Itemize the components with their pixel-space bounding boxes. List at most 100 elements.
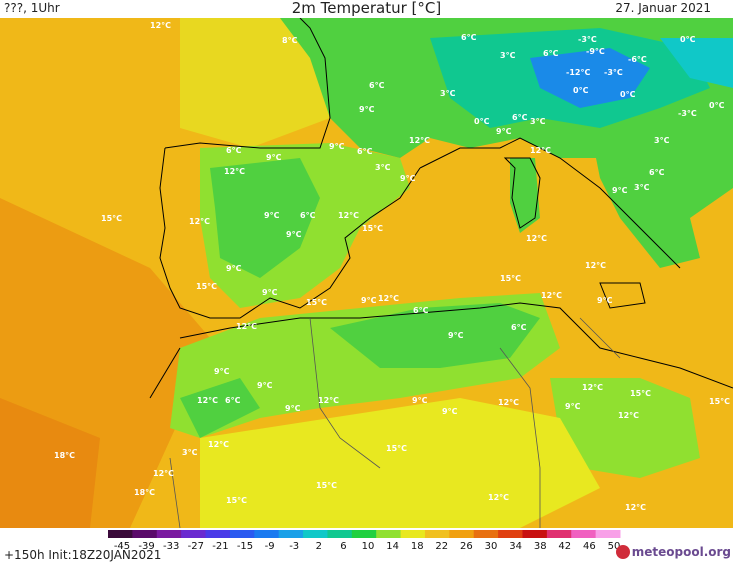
temperature-label: 6°C (512, 113, 528, 122)
temperature-label: 3°C (500, 51, 516, 60)
temperature-label: 9°C (262, 288, 278, 297)
temperature-map[interactable]: 12°C 8°C 6°C 3°C 6°C -3°C 0°C -9°C -6°C -12°C -3°C… (0, 18, 733, 528)
italy-field (590, 128, 700, 268)
temperature-label: 3°C (375, 163, 391, 172)
temperature-label: -3°C (578, 35, 597, 44)
temperature-label: 15°C (500, 274, 521, 283)
colorbar-swatch (327, 530, 353, 538)
temperature-label: 9°C (442, 407, 458, 416)
brand-text: meteopool.org (631, 545, 731, 559)
colorbar-tick-label: 46 (583, 541, 596, 552)
temperature-label: 9°C (361, 296, 377, 305)
colorbar-swatch (351, 530, 377, 538)
temperature-label: 6°C (369, 81, 385, 90)
temperature-label: 12°C (224, 167, 245, 176)
temperature-label: 3°C (634, 183, 650, 192)
colorbar-swatch (132, 530, 158, 538)
temperature-label: 8°C (282, 36, 298, 45)
temperature-label: 3°C (654, 136, 670, 145)
atlas-cool-field (330, 303, 540, 368)
temperature-label: 12°C (530, 146, 551, 155)
colorbar-swatch (595, 530, 621, 538)
temperature-label: 9°C (214, 367, 230, 376)
colorbar-tick-label: -27 (188, 541, 204, 552)
temperature-label: 3°C (440, 89, 456, 98)
colorbar-tick-label: 2 (316, 541, 322, 552)
colorbar-swatch (400, 530, 426, 538)
temperature-label: 0°C (680, 35, 696, 44)
temperature-label: 9°C (329, 142, 345, 151)
temperature-label: 18°C (134, 488, 155, 497)
temperature-label: 15°C (630, 389, 651, 398)
sardinia-field (510, 158, 540, 233)
temperature-label: 12°C (526, 234, 547, 243)
temperature-label: 12°C (189, 217, 210, 226)
temperature-label: 0°C (474, 117, 490, 126)
colorbar-tick-label: -39 (138, 541, 154, 552)
colorbar-swatch (546, 530, 572, 538)
temperature-label: 0°C (620, 90, 636, 99)
temperature-label: 15°C (362, 224, 383, 233)
temperature-label: 9°C (266, 153, 282, 162)
colorbar-tick-label: -45 (114, 541, 130, 552)
colorbar-swatch (156, 530, 182, 538)
colorbar-tick-label: 50 (608, 541, 621, 552)
temperature-label: 9°C (286, 230, 302, 239)
colorbar-tick-label: -33 (163, 541, 179, 552)
map-canvas: 12°C8°C 6°C3°C 6°C-3°C 0°C-9°C-6°C-12°C -3°C… (0, 18, 733, 528)
temperature-label: 12°C (409, 136, 430, 145)
colorbar-svg: -45 -39 -33 -27 -21 -15 -9 -3 2 6 10 14 18 22 26 30 34 38… (108, 530, 621, 552)
temperature-label: 0°C (709, 101, 725, 110)
colorbar-swatch (229, 530, 255, 538)
colorbar-swatch (181, 530, 207, 538)
colorbar-tick-label: 38 (534, 541, 547, 552)
temperature-labels: 12°C8°C 6°C3°C 6°C-3°C 0°C-9°C-6°C-12°C -3°C… (54, 21, 730, 512)
temperature-label: 15°C (196, 282, 217, 291)
temperature-label: 18°C (54, 451, 75, 460)
temperature-label: 15°C (306, 298, 327, 307)
temperature-label: 3°C (530, 117, 546, 126)
temperature-label: -12°C (566, 68, 590, 77)
map-title: 2m Temperatur [°C] (291, 0, 442, 17)
temperature-label: 9°C (612, 186, 628, 195)
colorbar-tick-label: 34 (509, 541, 522, 552)
temperature-label: 15°C (101, 214, 122, 223)
temperature-label: 6°C (511, 323, 527, 332)
colorbar-swatch (498, 530, 523, 538)
colorbar-swatch (571, 530, 597, 538)
brand-logo[interactable]: meteopool.org (615, 545, 731, 559)
temperature-label: 6°C (357, 147, 373, 156)
forecast-step-init: +150h Init:18Z20JAN2021 (4, 548, 162, 562)
colorbar-swatch (205, 530, 231, 538)
temperature-label: 9°C (285, 404, 301, 413)
temperature-label: 0°C (573, 86, 589, 95)
temperature-label: -9°C (586, 47, 605, 56)
colorbar-swatch (473, 530, 499, 538)
libya-field (550, 378, 700, 478)
temperature-label: 9°C (257, 381, 273, 390)
temperature-label: 15°C (709, 397, 730, 406)
colorbar-tick-label: 18 (411, 541, 424, 552)
colorbar-tick-label: 22 (435, 541, 448, 552)
temperature-label: 9°C (496, 127, 512, 136)
iberia-cool-field (210, 158, 320, 278)
sahara-field (200, 398, 600, 528)
temperature-label: 9°C (400, 174, 416, 183)
colorbar-tick-label: 30 (485, 541, 498, 552)
morocco-cool-field (180, 378, 260, 438)
colorbar: -45 -39 -33 -27 -21 -15 -9 -3 2 6 10 14 18 22 26 30 34 38… (104, 530, 624, 556)
alps-very-cold-field (530, 48, 650, 108)
colorbar-swatch (108, 530, 133, 538)
colorbar-swatch (449, 530, 475, 538)
run-label: ???, 1Uhr (4, 1, 60, 15)
biscay-field (180, 18, 330, 148)
temperature-label: 12°C (153, 469, 174, 478)
temperature-label: 9°C (597, 296, 613, 305)
colorbar-tick-label: -21 (212, 541, 228, 552)
colorbar-tick-label: 6 (340, 541, 346, 552)
colorbar-swatch (376, 530, 402, 538)
temperature-label: 9°C (412, 396, 428, 405)
temperature-label: 6°C (226, 146, 242, 155)
colorbar-tick-label: -9 (265, 541, 275, 552)
temperature-label: 12°C (197, 396, 218, 405)
